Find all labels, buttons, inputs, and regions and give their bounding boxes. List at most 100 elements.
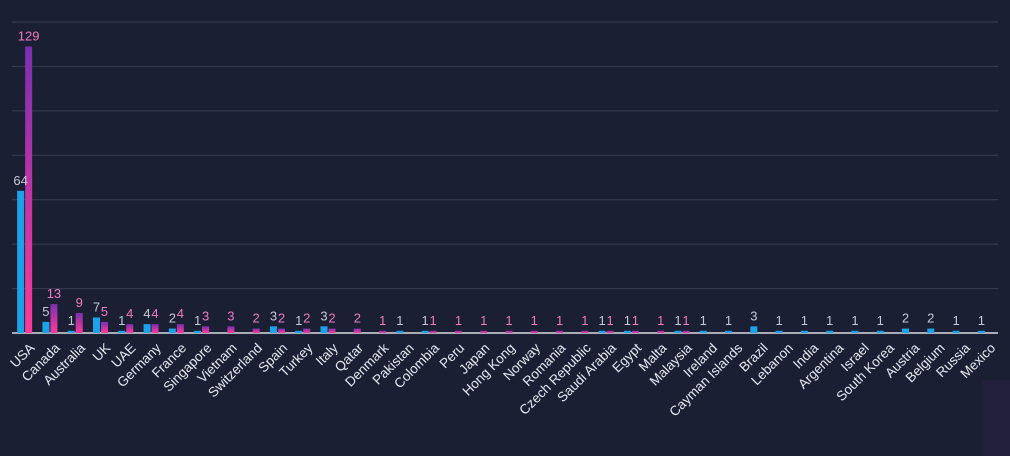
bar-series-a [851,330,859,333]
data-label-series-b: 1 [455,313,462,328]
bar-series-b [429,330,437,333]
bar-series-b [657,330,665,333]
data-label-series-a: 1 [978,313,985,328]
bar-series-a [699,330,707,333]
data-label-series-a: 2 [169,311,176,326]
data-label-series-a: 1 [700,313,707,328]
data-label-series-a: 7 [93,299,100,314]
bar-series-b [25,46,33,333]
bar-series-a [269,326,277,333]
data-label-series-b: 1 [379,313,386,328]
bar-series-b [682,330,690,333]
data-label-series-a: 2 [902,311,909,326]
data-label-series-b: 1 [632,313,639,328]
data-label-series-a: 3 [270,308,277,323]
bar-series-a [725,330,733,333]
data-label-series-b: 1 [505,313,512,328]
data-label-series-a: 1 [396,313,403,328]
bar-series-a [92,317,100,333]
data-label-series-a: 64 [13,173,27,188]
data-label-series-a: 1 [725,313,732,328]
data-label-series-b: 1 [581,313,588,328]
corner-shade [982,380,1010,456]
bar-series-b [505,330,513,333]
data-label-series-a: 1 [952,313,959,328]
bar-series-b [227,326,235,333]
bar-series-b [581,330,589,333]
data-label-series-b: 2 [328,311,335,326]
bar-series-a [977,330,985,333]
data-label-series-a: 1 [422,313,429,328]
bar-series-b [303,328,311,333]
data-label-series-a: 1 [775,313,782,328]
bar-series-a [674,330,682,333]
bar-series-b [100,321,108,333]
bar-series-b [631,330,639,333]
data-label-series-b: 2 [253,311,260,326]
data-label-series-b: 1 [531,313,538,328]
data-label-series-a: 4 [143,306,150,321]
bar-series-a [421,330,429,333]
bar-series-a [396,330,404,333]
data-label-series-a: 1 [194,313,201,328]
bar-series-a [775,330,783,333]
bar-series-a [750,326,758,333]
data-label-series-b: 4 [126,306,133,321]
bar-series-b [454,330,462,333]
gridlines [12,21,998,334]
data-label-series-a: 1 [624,313,631,328]
x-tick-label: Egypt [609,340,644,375]
data-label-series-a: 1 [674,313,681,328]
bar-series-a [17,190,25,333]
data-label-series-a: 1 [599,313,606,328]
bar-series-a [876,330,884,333]
bar-series-b [252,328,260,333]
data-label-series-b: 5 [101,304,108,319]
bar-series-b [202,326,210,333]
bar-series-a [598,330,606,333]
data-label-series-b: 1 [430,313,437,328]
data-label-series-b: 2 [354,311,361,326]
bar-series-a [168,328,176,333]
data-label-series-b: 4 [177,306,184,321]
data-label-series-a: 1 [68,313,75,328]
data-label-series-b: 1 [480,313,487,328]
data-label-series-b: 1 [657,313,664,328]
data-label-series-b: 129 [18,28,40,43]
bar-series-b [480,330,488,333]
bar-series-a [952,330,960,333]
data-label-series-a: 1 [801,313,808,328]
bar-series-a [295,330,303,333]
bar-series-b [277,328,285,333]
bar-series-b [606,330,614,333]
bar-series-a [826,330,834,333]
data-label-series-a: 2 [927,311,934,326]
data-label-series-b: 2 [278,311,285,326]
data-label-series-a: 1 [118,313,125,328]
data-label-series-b: 4 [151,306,158,321]
data-label-series-b: 2 [303,311,310,326]
data-label-series-a: 3 [320,308,327,323]
data-label-series-a: 3 [750,308,757,323]
bar-series-b [530,330,538,333]
bars [17,46,985,333]
bar-series-b [50,304,58,333]
bar-series-b [353,328,361,333]
bar-series-a [118,330,126,333]
bar-series-b [151,324,159,333]
bar-series-a [800,330,808,333]
data-label-series-b: 13 [47,286,61,301]
bar-series-a [194,330,202,333]
data-label-series-b: 3 [227,308,234,323]
data-label-series-b: 1 [682,313,689,328]
data-label-series-b: 1 [607,313,614,328]
bar-series-b [176,324,184,333]
bar-series-b [379,330,387,333]
bar-series-a [143,324,151,333]
data-label-series-a: 5 [42,304,49,319]
bar-series-a [42,321,50,333]
